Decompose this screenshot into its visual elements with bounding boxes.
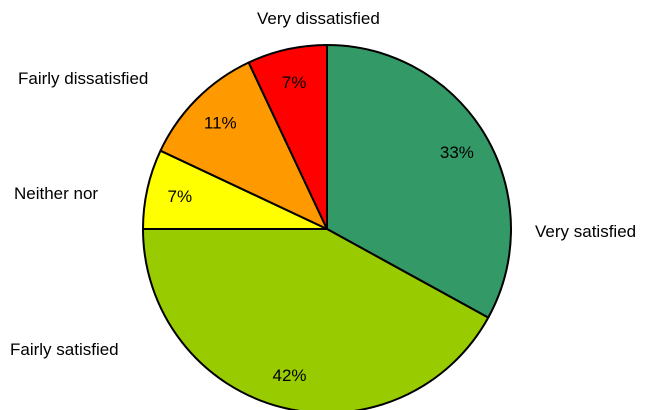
pie-value-label: 42% [272,366,306,385]
pie-slice-fairly-dissatisfied [159,61,328,230]
pie-value-label: 11% [204,113,237,132]
pie-category-label: Fairly dissatisfied [18,69,148,88]
pie-slice-very-dissatisfied [247,44,328,230]
pie-category-labels: Very satisfied Fairly satisfied Neither no… [10,9,636,359]
pie-slices [142,44,512,410]
pie-value-label: 7% [282,73,307,92]
pie-value-label: 7% [168,187,193,206]
pie-category-label: Neither nor [14,184,98,203]
pie-category-label: Very dissatisfied [257,9,380,28]
pie-category-label: Very satisfied [535,222,636,241]
pie-value-label: 33% [440,143,474,162]
pie-category-label: Fairly satisfied [10,340,119,359]
pie-slice-fairly-satisfied [142,228,490,410]
pie-value-labels: 33% 42% 7% 11% 7% [168,73,474,385]
pie-slice-very-satisfied [326,44,512,319]
